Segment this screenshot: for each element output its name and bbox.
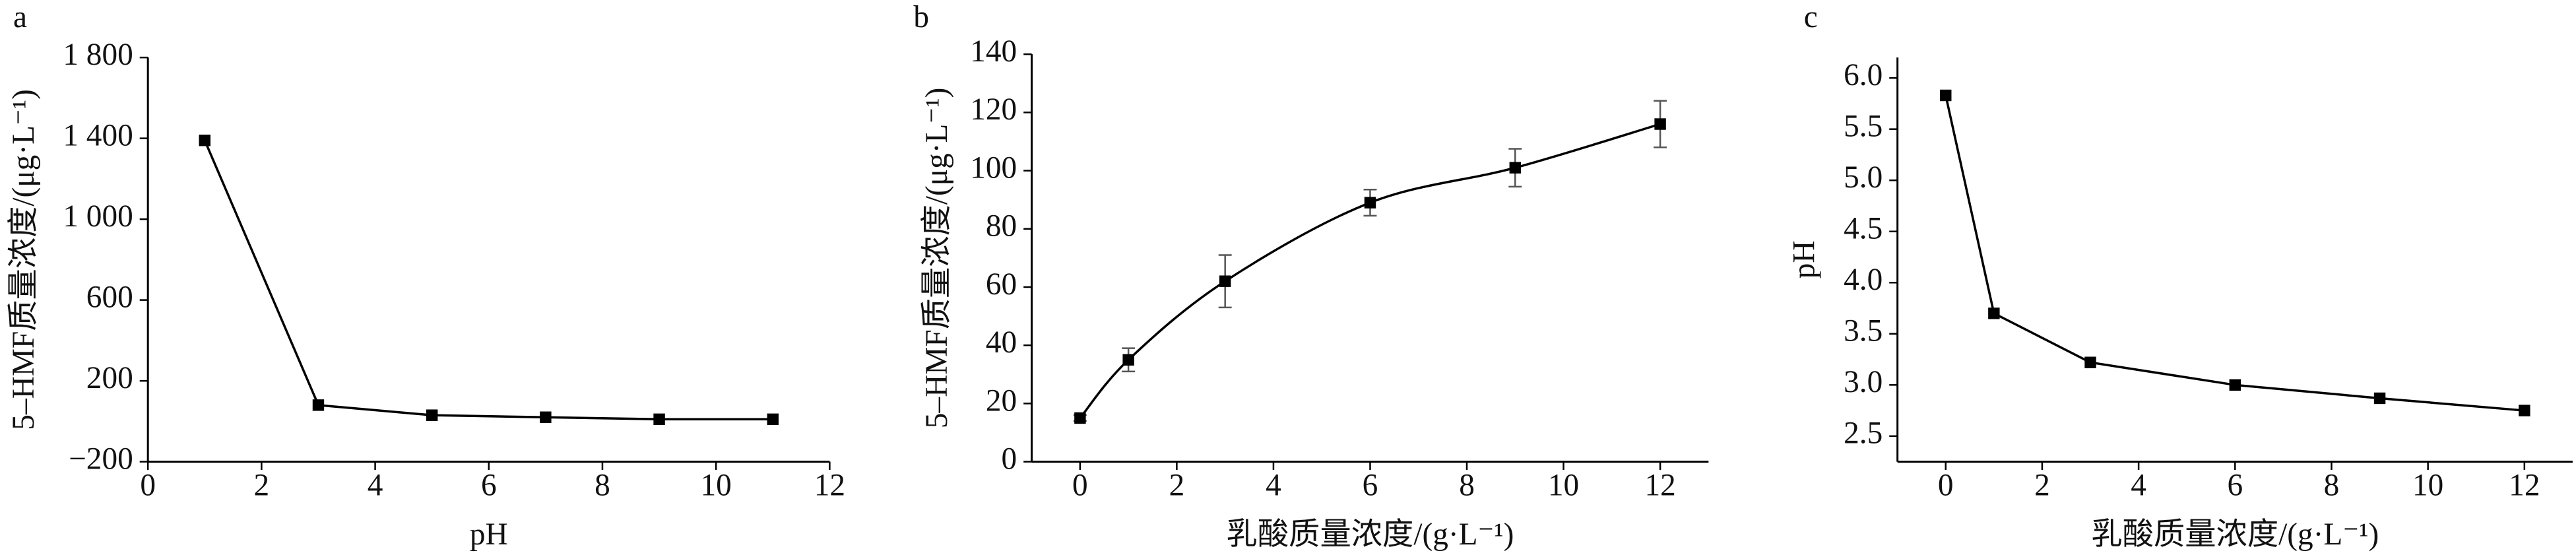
y-axis-label: 5–HMF质量浓度/(μg·L⁻¹) <box>920 88 954 428</box>
x-tick-label: 4 <box>368 468 383 502</box>
x-tick-label: 12 <box>814 468 845 502</box>
data-point <box>2084 356 2096 368</box>
data-point <box>1654 118 1666 130</box>
x-tick-label: 6 <box>481 468 497 502</box>
series-line <box>1079 123 1661 419</box>
panel-label: a <box>13 0 27 34</box>
data-point <box>1074 412 1086 424</box>
x-tick-label: 8 <box>2324 468 2340 502</box>
y-tick-label: 100 <box>970 150 1017 185</box>
data-point <box>1364 197 1376 209</box>
data-point <box>1122 354 1134 366</box>
y-tick-label: 2.5 <box>1844 416 1883 451</box>
y-tick-label: 40 <box>986 325 1017 360</box>
y-tick-label: 60 <box>986 267 1017 302</box>
x-tick-label: 4 <box>2131 468 2146 502</box>
y-tick-label: 5.5 <box>1844 110 1883 144</box>
x-tick-label: 12 <box>1644 468 1675 502</box>
x-tick-label: 2 <box>2034 468 2050 502</box>
y-tick-label: 140 <box>970 34 1017 69</box>
x-tick-label: 12 <box>2509 468 2540 502</box>
x-tick-label: 10 <box>701 468 732 502</box>
data-point <box>2373 392 2386 405</box>
data-point <box>426 409 438 421</box>
data-point <box>2229 379 2241 391</box>
x-tick-label: 8 <box>595 468 610 502</box>
x-tick-label: 0 <box>1938 468 1954 502</box>
y-tick-label: 6.0 <box>1844 58 1883 92</box>
x-axis-label: pH <box>470 517 508 552</box>
y-tick-label: −200 <box>69 442 133 476</box>
y-tick-label: 1 000 <box>63 199 133 234</box>
x-tick-label: 10 <box>1548 468 1579 502</box>
data-point <box>540 411 552 423</box>
x-axis-label: 乳酸质量浓度/(g·L⁻¹) <box>2091 517 2379 552</box>
x-tick-label: 2 <box>254 468 270 502</box>
y-axis-label: pH <box>1787 240 1822 278</box>
y-axis-label: 5–HMF质量浓度/(μg·L⁻¹) <box>7 89 41 430</box>
y-tick-label: 80 <box>986 209 1017 244</box>
x-tick-label: 6 <box>1363 468 1378 502</box>
x-tick-label: 2 <box>1169 468 1185 502</box>
x-tick-label: 4 <box>1266 468 1281 502</box>
y-tick-label: 4.5 <box>1844 212 1883 246</box>
series-line <box>203 140 773 421</box>
data-point <box>312 399 325 411</box>
data-point <box>199 134 210 147</box>
x-tick-label: 6 <box>2227 468 2243 502</box>
y-tick-label: 0 <box>1002 442 1017 476</box>
data-point <box>1988 308 2000 319</box>
x-axis-label: 乳酸质量浓度/(g·L⁻¹) <box>1227 517 1514 552</box>
y-tick-label: 200 <box>86 361 133 395</box>
y-tick-label: 1 800 <box>63 38 133 72</box>
panel-label: c <box>1804 0 1818 34</box>
y-tick-label: 20 <box>986 383 1017 418</box>
y-tick-label: 600 <box>86 280 133 314</box>
y-tick-label: 5.0 <box>1844 160 1883 195</box>
y-tick-label: 1 400 <box>63 118 133 152</box>
y-tick-label: 120 <box>970 92 1017 127</box>
x-tick-label: 8 <box>1459 468 1475 502</box>
data-point <box>1940 89 1952 102</box>
data-point <box>653 413 665 426</box>
y-tick-label: 3.5 <box>1844 314 1883 348</box>
y-tick-label: 3.0 <box>1844 365 1883 399</box>
x-tick-label: 0 <box>140 468 156 502</box>
data-point <box>2519 405 2530 416</box>
data-point <box>1219 275 1231 287</box>
y-tick-label: 4.0 <box>1844 263 1883 297</box>
panel-label: b <box>913 0 929 34</box>
x-tick-label: 0 <box>1072 468 1088 502</box>
data-point <box>1509 162 1522 174</box>
data-point <box>767 413 779 426</box>
series-line <box>1945 95 2525 412</box>
x-tick-label: 10 <box>2412 468 2443 502</box>
